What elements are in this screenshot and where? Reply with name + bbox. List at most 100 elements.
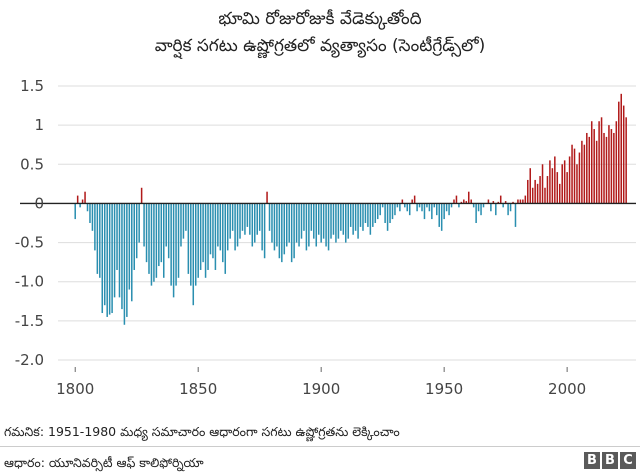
- bar: [194, 203, 197, 286]
- bar: [138, 203, 140, 243]
- bar: [202, 203, 204, 263]
- anomaly-bars: [74, 93, 627, 325]
- bar: [467, 191, 470, 204]
- bar: [320, 203, 322, 243]
- bar: [204, 203, 207, 278]
- bar: [283, 203, 286, 255]
- bar: [372, 203, 374, 227]
- bar: [482, 203, 485, 208]
- bar: [463, 199, 465, 204]
- bar: [293, 203, 295, 259]
- bar: [131, 203, 133, 302]
- bar: [416, 203, 418, 212]
- bar: [118, 203, 121, 298]
- bar: [207, 203, 209, 270]
- bar: [477, 203, 480, 212]
- bar: [349, 203, 352, 227]
- bar: [362, 203, 364, 231]
- bar: [108, 203, 111, 315]
- bar: [470, 199, 472, 204]
- bar: [431, 203, 433, 220]
- bar: [480, 203, 482, 216]
- bar: [182, 203, 185, 239]
- bar: [413, 195, 416, 204]
- bar: [440, 203, 443, 231]
- bar: [522, 199, 524, 204]
- x-tick-label: 1800: [56, 380, 94, 398]
- bar: [229, 203, 231, 239]
- bar: [359, 203, 362, 227]
- bar: [214, 203, 217, 270]
- bar: [561, 164, 563, 204]
- bar: [148, 203, 150, 274]
- bar: [536, 183, 539, 204]
- bar: [165, 203, 167, 247]
- bar: [170, 203, 172, 286]
- bar: [495, 203, 497, 216]
- bar: [527, 179, 529, 204]
- bar: [472, 203, 475, 208]
- x-tick-label: 1950: [425, 380, 463, 398]
- bar: [418, 203, 421, 208]
- bar: [330, 203, 332, 239]
- bar: [613, 132, 615, 204]
- bar: [465, 201, 468, 204]
- bar: [426, 203, 428, 208]
- bar: [224, 203, 227, 274]
- bar: [256, 203, 258, 235]
- bar: [428, 203, 431, 212]
- bar: [327, 203, 330, 251]
- bar: [490, 203, 492, 212]
- bar: [300, 203, 303, 239]
- x-tick-label: 1900: [302, 380, 340, 398]
- bar: [558, 183, 561, 204]
- bar: [285, 203, 288, 247]
- bar: [128, 203, 131, 290]
- bar: [460, 201, 463, 204]
- bar: [519, 199, 522, 204]
- bar: [315, 203, 318, 247]
- bar: [244, 203, 246, 235]
- bar: [524, 195, 527, 204]
- bar: [192, 203, 195, 306]
- bar: [578, 152, 581, 204]
- bar: [212, 203, 214, 259]
- footer-source: ఆధారం: యూనివర్సిటీ ఆఫ్ కాలిఫోర్నియా: [4, 455, 204, 470]
- bar: [384, 203, 386, 223]
- bar: [598, 121, 600, 204]
- bar: [531, 187, 534, 204]
- bar: [254, 203, 256, 243]
- bar: [103, 203, 106, 306]
- chart-title-line-1: భూమి రోజురోజుకీ వేడెక్కుతోంది: [218, 9, 422, 29]
- bar: [249, 203, 251, 235]
- bar: [364, 203, 367, 223]
- bar: [121, 203, 123, 310]
- bar: [187, 203, 190, 274]
- bar: [509, 203, 512, 212]
- bar: [305, 203, 308, 251]
- bar: [241, 203, 244, 231]
- bar: [337, 203, 340, 239]
- bar: [199, 203, 202, 270]
- bar: [251, 203, 254, 247]
- bar: [79, 203, 81, 208]
- bar: [111, 203, 113, 314]
- y-tick-label: -0.5: [15, 234, 44, 252]
- bar: [453, 199, 455, 204]
- bar: [381, 203, 384, 208]
- bar: [135, 203, 138, 259]
- bar: [502, 203, 504, 208]
- bar: [625, 117, 627, 204]
- bar: [517, 199, 519, 204]
- bar: [551, 168, 554, 204]
- bar: [605, 136, 608, 204]
- bar: [310, 203, 313, 231]
- chart-title-line-2: వార్షిక సగటు ఉష్ణోగ్రతలో వ్యత్యాసం (సెంట…: [154, 36, 486, 56]
- bar: [258, 203, 261, 231]
- bar: [433, 203, 436, 208]
- bar: [546, 176, 549, 204]
- y-tick-label: -1.0: [15, 273, 44, 291]
- bbc-logo-letter: C: [620, 452, 636, 469]
- bar: [226, 203, 229, 251]
- bbc-logo-letter: B: [584, 452, 600, 469]
